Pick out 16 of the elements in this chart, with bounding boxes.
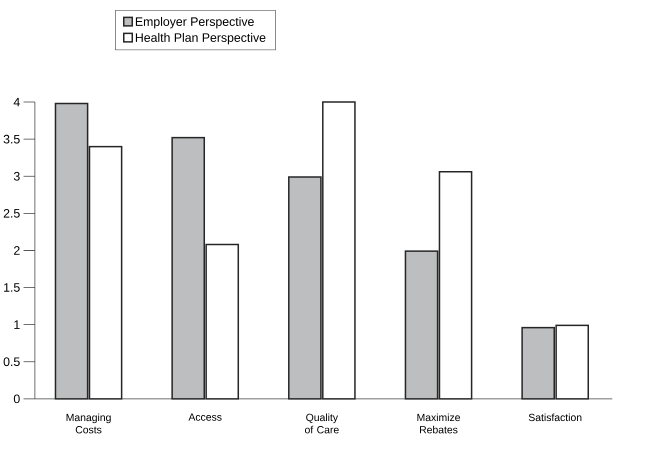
y-tick-label: 2 xyxy=(14,246,20,255)
y-tick-label: 2.5 xyxy=(4,208,20,218)
x-tick-label: Managing Costs xyxy=(66,413,111,434)
y-tick-label: 3.5 xyxy=(4,134,20,144)
legend-label: Employer Perspective xyxy=(136,16,254,28)
x-tick-label: Access xyxy=(188,413,222,421)
y-tick-label: 3 xyxy=(14,172,20,181)
y-tick-label: 1 xyxy=(14,320,20,329)
x-tick-label: Maximize Rebates xyxy=(417,413,460,434)
y-tick-label: 1.5 xyxy=(4,283,20,292)
y-tick-label: 0.5 xyxy=(4,357,20,366)
y-tick-label: 0 xyxy=(14,394,20,404)
legend-label: Health Plan Perspective xyxy=(136,32,266,44)
x-tick-label: Quality of Care xyxy=(304,413,339,434)
y-tick-label: 4 xyxy=(14,98,20,106)
x-tick-label: Satisfaction xyxy=(528,413,582,422)
